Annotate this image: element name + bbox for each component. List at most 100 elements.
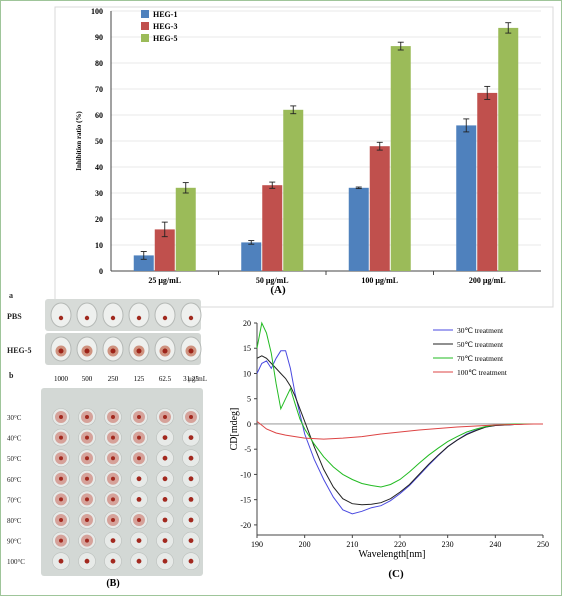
rbc-dot — [111, 435, 115, 440]
plate-b-letter: b — [9, 371, 14, 380]
rbc-dot — [136, 558, 142, 564]
plate-b-temperature-labels: 30°C 40°C 50°C 60°C 70°C 80°C 90°C 100°C — [7, 414, 25, 566]
legend-swatch — [141, 10, 149, 18]
plate-a-letter: a — [9, 291, 13, 300]
cd-y-tick: 15 — [243, 344, 251, 353]
plate-well — [128, 302, 150, 328]
rbc-dot — [188, 538, 194, 543]
cd-x-tick: 200 — [299, 540, 311, 549]
concentration-label: 62.5 — [159, 375, 172, 383]
rbc-dot — [59, 497, 63, 502]
cd-chart-series — [256, 321, 543, 515]
plate-a-wells — [50, 302, 202, 362]
bar-chart-x-tick: 50 μg/mL — [256, 276, 289, 285]
bar-chart-x-tick: 100 μg/mL — [361, 276, 398, 285]
temperature-label: 70°C — [7, 496, 22, 504]
rbc-dot — [137, 435, 141, 440]
rbc-dot — [163, 415, 167, 419]
rbc-dot — [111, 497, 115, 502]
legend-label: HEG-5 — [153, 34, 177, 43]
legend-swatch — [141, 34, 149, 42]
cd-chart-y-ticks: 20 15 10 5 0 -5 -10 -15 -20 — [240, 319, 257, 530]
bar-chart-inhibition: 0 10 20 30 40 50 60 70 80 90 100 25 μg/mL 50 μg/mL 1… — [54, 6, 554, 308]
rbc-dot — [188, 497, 194, 502]
plate-well — [50, 302, 72, 328]
cd-x-tick: 210 — [346, 540, 358, 549]
rbc-dot — [137, 518, 141, 522]
bar-heg-5-2 — [390, 46, 411, 271]
plate-well — [154, 302, 176, 328]
bar-chart-y-tick: 100 — [91, 7, 103, 16]
bar-chart-x-tick: 25 μg/mL — [148, 276, 181, 285]
bar-chart-y-tick: 80 — [95, 59, 103, 68]
panel-c-label: (C) — [388, 568, 404, 580]
rbc-dot — [59, 538, 63, 543]
rbc-dot — [111, 518, 115, 522]
cd-line-3 — [256, 421, 543, 440]
temperature-label: 90°C — [7, 538, 22, 546]
cd-y-tick: 0 — [247, 420, 251, 429]
rbc-dot — [84, 315, 90, 321]
bar-chart-x-ticks: 25 μg/mL 50 μg/mL 100 μg/mL 200 μg/mL — [148, 276, 505, 285]
concentration-label: 125 — [134, 375, 145, 383]
cd-y-tick: -15 — [240, 496, 251, 505]
rbc-dot — [136, 315, 142, 321]
rbc-dot — [59, 476, 63, 481]
bar-heg-5-1 — [283, 109, 304, 271]
bar-heg-1-1 — [241, 242, 262, 271]
cd-x-tick: 240 — [489, 540, 501, 549]
rbc-dot — [59, 415, 63, 419]
bar-chart-x-tick: 200 μg/mL — [469, 276, 506, 285]
bar-chart-y-tick: 0 — [99, 267, 103, 276]
bar-chart-y-tick: 60 — [95, 111, 103, 120]
rbc-dot — [162, 455, 168, 461]
cd-legend-label: 30℃ treatment — [457, 326, 504, 335]
rbc-dot — [58, 348, 64, 354]
rbc-dot — [162, 435, 168, 440]
rbc-dot — [189, 415, 193, 419]
bar-chart-y-label: Inhibition ratio (%) — [75, 111, 83, 171]
bar-chart-y-tick: 30 — [95, 189, 103, 198]
cd-x-tick: 250 — [537, 540, 549, 549]
plate-a-row-label: PBS — [7, 312, 22, 321]
rbc-dot — [59, 435, 63, 440]
rbc-dot — [110, 538, 116, 543]
legend-swatch — [141, 22, 149, 30]
cd-y-tick: -20 — [240, 521, 251, 530]
rbc-dot — [162, 315, 168, 321]
rbc-dot — [136, 497, 142, 502]
cd-x-tick: 230 — [442, 540, 454, 549]
rbc-dot — [111, 415, 115, 419]
concentration-label: 250 — [108, 375, 119, 383]
bar-heg-3-1 — [262, 185, 283, 271]
rbc-dot — [110, 315, 116, 321]
rbc-dot — [136, 538, 142, 543]
rbc-dot — [162, 497, 168, 502]
cd-x-tick: 190 — [251, 540, 263, 549]
cd-legend-label: 70℃ treatment — [457, 354, 504, 363]
rbc-dot — [84, 348, 90, 354]
cd-line-1 — [256, 355, 543, 506]
panel-a-label: (A) — [270, 284, 286, 296]
rbc-dot — [58, 315, 64, 321]
rbc-dot — [188, 476, 194, 482]
concentration-label: 1000 — [54, 375, 69, 383]
bar-heg-3-3 — [477, 92, 498, 272]
legend-label: HEG-1 — [153, 10, 177, 19]
bar-heg-1-0 — [133, 255, 154, 271]
cd-legend-label: 50℃ treatment — [457, 340, 504, 349]
rbc-dot — [85, 538, 89, 543]
cd-y-tick: 5 — [247, 395, 251, 404]
bar-chart-y-tick: 90 — [95, 33, 103, 42]
rbc-dot — [136, 476, 142, 482]
bar-chart-y-tick: 70 — [95, 85, 103, 94]
legend-label: HEG-3 — [153, 22, 177, 31]
plate-b-wells — [52, 408, 200, 571]
rbc-dot — [85, 518, 89, 522]
rbc-dot — [85, 456, 89, 461]
rbc-dot — [162, 348, 168, 354]
concentration-unit: μg/mL — [188, 375, 207, 383]
rbc-dot — [162, 538, 168, 543]
plate-well — [180, 302, 202, 328]
